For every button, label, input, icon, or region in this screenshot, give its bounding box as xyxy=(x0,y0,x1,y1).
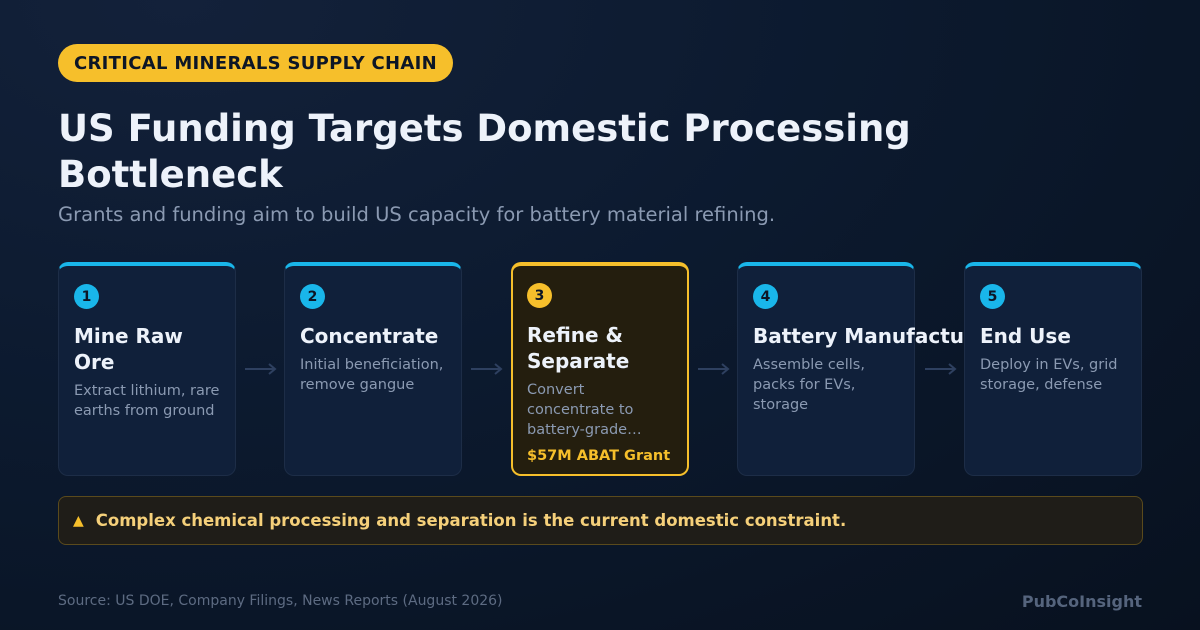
step-title: Mine Raw Ore xyxy=(74,324,183,374)
category-badge: CRITICAL MINERALS SUPPLY CHAIN xyxy=(58,44,453,82)
step-number: 2 xyxy=(300,284,325,309)
step-description: Initial beneficiation, remove gangue xyxy=(300,357,444,393)
step-title: Concentrate xyxy=(300,324,439,348)
step-card-concentrate: 2 Concentrate Initial beneficiation, rem… xyxy=(284,262,462,476)
brand-logo: PubCoInsight xyxy=(1021,592,1142,611)
step-number: 3 xyxy=(527,283,552,308)
step-description: Assemble cells, packs for EVs, storage xyxy=(753,357,865,413)
step-description: Convert concentrate to battery-grade… xyxy=(527,382,642,438)
step-card-end-use: 5 End Use Deploy in EVs, grid storage, d… xyxy=(964,262,1142,476)
step-title: Refine & Separate xyxy=(527,323,630,373)
grant-label: $57M ABAT Grant xyxy=(527,448,671,464)
step-number: 5 xyxy=(980,284,1005,309)
step-description: Deploy in EVs, grid storage, defense xyxy=(980,357,1118,393)
step-card-mine: 1 Mine Raw Ore Extract lithium, rare ear… xyxy=(58,262,236,476)
arrow-right-icon xyxy=(245,363,277,375)
arrow-right-icon xyxy=(471,363,503,375)
step-card-battery: 4 Battery Manufacturing Assemble cells, … xyxy=(737,262,1010,476)
page-subtitle: Grants and funding aim to build US capac… xyxy=(58,203,776,226)
alert-text: Complex chemical processing and separati… xyxy=(95,511,847,530)
page-title: US Funding Targets Domestic Processing B… xyxy=(58,107,911,196)
arrow-right-icon xyxy=(698,363,730,375)
source-note: Source: US DOE, Company Filings, News Re… xyxy=(58,593,503,609)
step-title: End Use xyxy=(980,324,1071,348)
constraint-alert: ▲ Complex chemical processing and separa… xyxy=(58,496,1143,545)
warning-icon: ▲ xyxy=(73,512,84,529)
step-number: 1 xyxy=(74,284,99,309)
step-description: Extract lithium, rare earths from ground xyxy=(74,383,220,419)
step-card-refine: 3 Refine & Separate Convert concentrate … xyxy=(511,262,689,476)
arrow-right-icon xyxy=(925,363,957,375)
step-number: 4 xyxy=(753,284,778,309)
step-title: Battery Manufacturing xyxy=(753,324,1010,348)
